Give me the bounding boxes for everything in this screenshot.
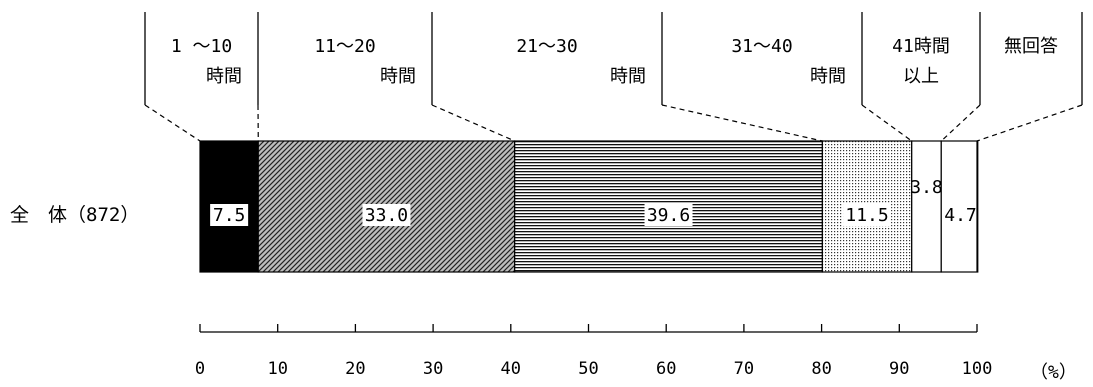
value-label: 39.6 [647, 205, 690, 226]
x-tick-label: 0 [195, 359, 205, 379]
category-label: 時間 [610, 66, 646, 87]
x-tick-label: 10 [267, 359, 287, 379]
row-label: 全 体（872） [10, 204, 139, 226]
leader-line [861, 104, 913, 142]
x-tick-label: 30 [423, 359, 443, 379]
category-label: 21～30 [516, 36, 577, 57]
x-unit-label: （%） [1030, 362, 1077, 383]
category-label: 41時間 [892, 36, 950, 57]
category-label: 時間 [206, 66, 242, 87]
bar-segment [940, 140, 979, 273]
value-label-bg [210, 204, 249, 226]
category-label: 以上 [903, 66, 939, 87]
value-label: 7.5 [213, 205, 246, 226]
value-label: 4.7 [944, 205, 977, 226]
bar-segment [911, 140, 942, 273]
category-label: 31～40 [731, 36, 792, 57]
category-label: 時間 [810, 66, 846, 87]
x-tick-label: 90 [889, 359, 909, 379]
value-label: 11.5 [845, 205, 888, 226]
value-label-bg [644, 204, 693, 226]
category-label: 1 ～10 [171, 36, 232, 57]
x-tick-label: 100 [962, 359, 993, 379]
leader-line [661, 104, 823, 142]
x-tick-label: 60 [656, 359, 676, 379]
leader-line [431, 104, 515, 142]
value-label-bg [362, 204, 411, 226]
x-tick-label: 40 [501, 359, 521, 379]
leader-line [940, 104, 981, 142]
leader-line [976, 104, 1083, 142]
category-label: 無回答 [1004, 36, 1058, 57]
category-label: 11～20 [314, 36, 375, 57]
value-label-bg [843, 204, 892, 226]
value-label: 3.8 [910, 177, 943, 198]
x-tick-label: 80 [811, 359, 831, 379]
x-tick-label: 70 [734, 359, 754, 379]
leader-line [144, 104, 201, 142]
value-label: 33.0 [365, 205, 408, 226]
x-tick-label: 20 [345, 359, 365, 379]
x-tick-label: 50 [578, 359, 598, 379]
category-label: 時間 [380, 66, 416, 87]
